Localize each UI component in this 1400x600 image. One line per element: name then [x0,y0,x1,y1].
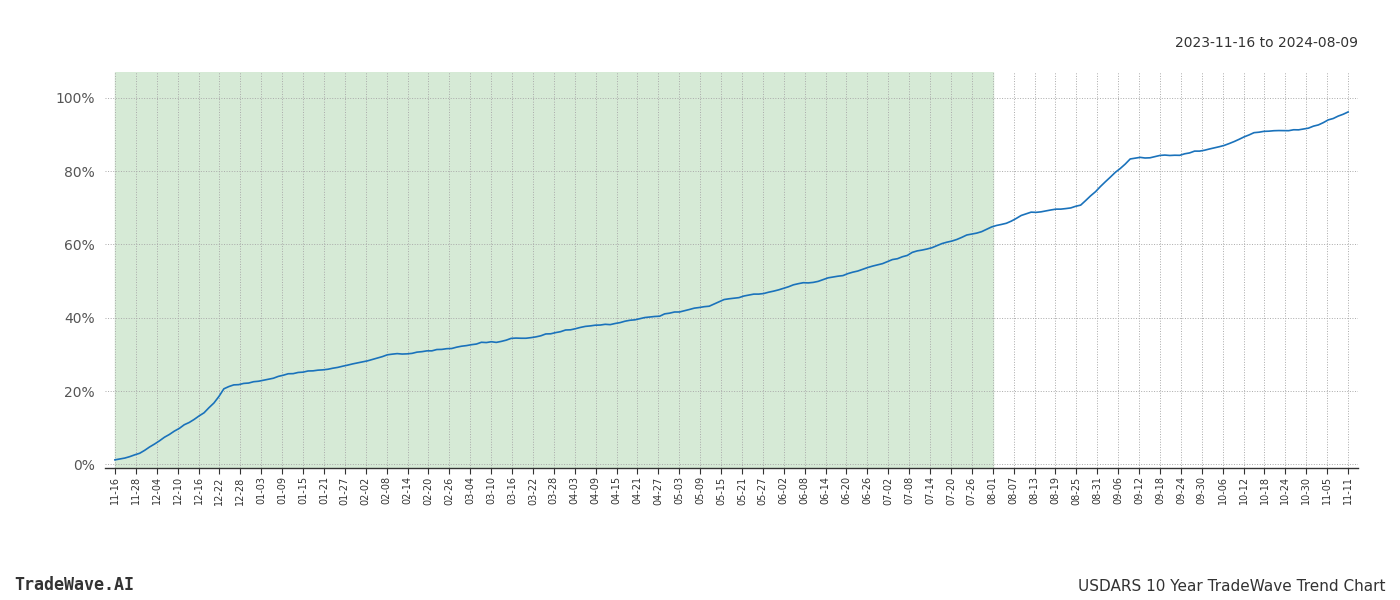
Text: TradeWave.AI: TradeWave.AI [14,576,134,594]
Text: 2023-11-16 to 2024-08-09: 2023-11-16 to 2024-08-09 [1175,36,1358,50]
Bar [115,72,993,468]
Text: USDARS 10 Year TradeWave Trend Chart: USDARS 10 Year TradeWave Trend Chart [1078,579,1386,594]
